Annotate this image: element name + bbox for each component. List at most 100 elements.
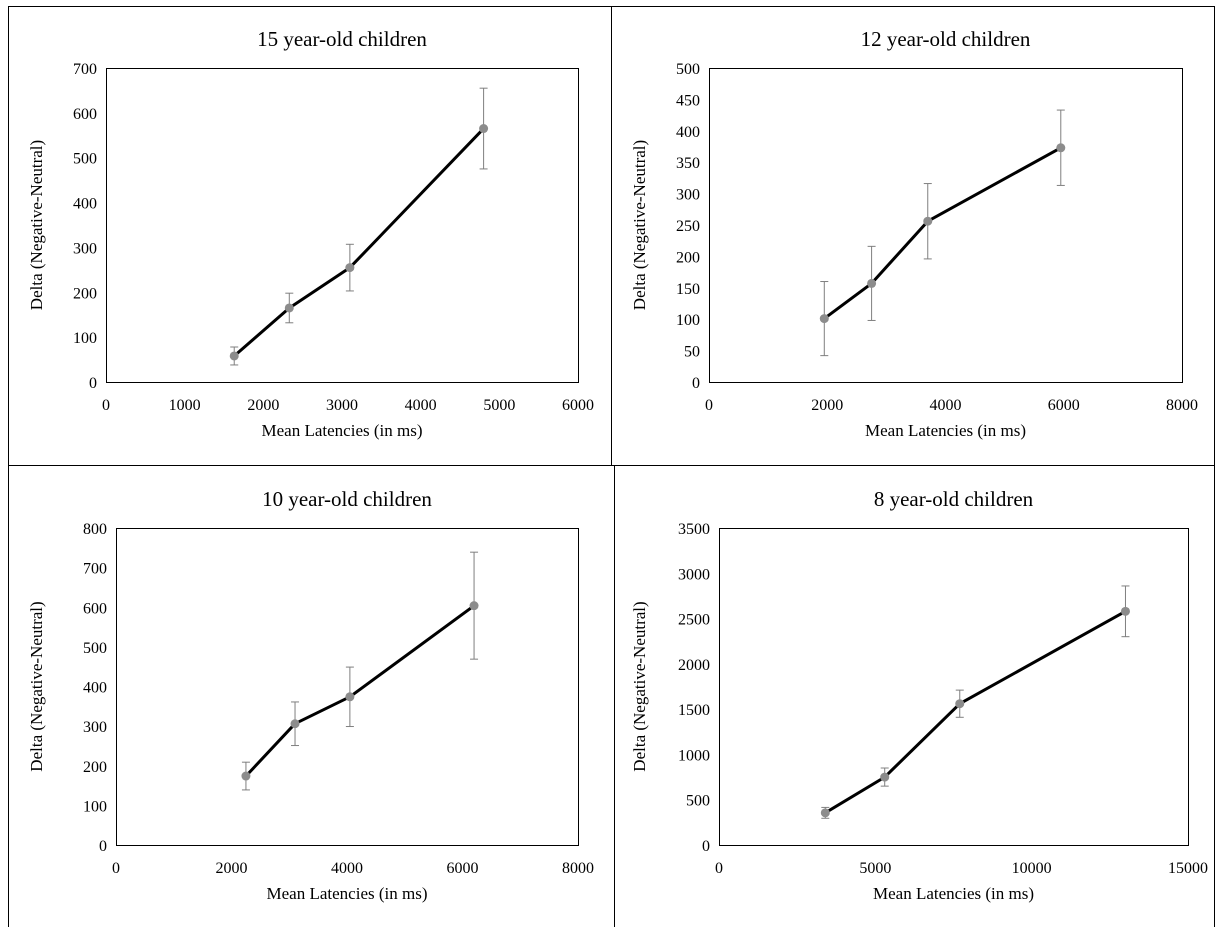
y-tick-label: 300 [83, 719, 107, 736]
plot-area [709, 68, 1183, 383]
data-point [229, 351, 239, 361]
plot-area [106, 68, 579, 383]
y-tick-label: 100 [73, 330, 97, 347]
chart-title: 15 year-old children [257, 27, 427, 51]
x-tick-label: 15000 [1168, 860, 1208, 877]
y-tick-label: 350 [676, 155, 700, 172]
data-point [469, 601, 479, 611]
y-tick-label: 250 [676, 218, 700, 235]
y-tick-label: 600 [73, 106, 97, 123]
data-point [345, 263, 355, 273]
x-tick-label: 2000 [216, 860, 248, 877]
chart-title: 12 year-old children [861, 27, 1031, 51]
chart-panel-3: 8 year-old children 0 500 1000 1500 2000 2500 3… [614, 465, 1215, 927]
data-point [241, 771, 251, 781]
y-tick-label: 500 [83, 640, 107, 657]
y-tick-label: 500 [686, 793, 710, 810]
y-tick-label: 1500 [678, 702, 710, 719]
series-line [824, 609, 1127, 815]
x-tick-label: 2000 [247, 397, 279, 414]
plot-area [719, 528, 1189, 846]
x-tick-label: 8000 [562, 860, 594, 877]
data-point [923, 216, 933, 226]
y-tick-label: 0 [89, 375, 97, 392]
data-point [284, 303, 294, 313]
chart-title: 8 year-old children [874, 487, 1034, 511]
y-tick-label: 50 [684, 344, 700, 361]
y-tick-label: 500 [73, 151, 97, 168]
x-tick-label: 4000 [331, 860, 363, 877]
y-tick-label: 400 [73, 196, 97, 213]
x-tick-label: 4000 [930, 397, 962, 414]
y-tick-label: 200 [676, 249, 700, 266]
y-tick-label: 0 [702, 838, 710, 855]
y-tick-label: 600 [83, 600, 107, 617]
x-tick-label: 6000 [1048, 397, 1080, 414]
y-tick-label: 1000 [678, 747, 710, 764]
y-axis-label: Delta (Negative-Neutral) [630, 140, 649, 310]
y-axis-label: Delta (Negative-Neutral) [27, 140, 46, 310]
data-point [880, 772, 890, 782]
x-axis-label: Mean Latencies (in ms) [267, 884, 428, 903]
series-line [823, 146, 1062, 320]
x-tick-label: 2000 [811, 397, 843, 414]
y-tick-label: 700 [83, 561, 107, 578]
x-tick-label: 5000 [483, 397, 515, 414]
data-point [867, 278, 877, 288]
x-tick-label: 6000 [447, 860, 479, 877]
x-axis-label: Mean Latencies (in ms) [262, 421, 423, 440]
plot-area [116, 528, 579, 846]
x-tick-label: 1000 [169, 397, 201, 414]
chart-panel-1: 12 year-old children 0 50 100 150 200 250 300 35… [611, 6, 1215, 466]
chart-title: 10 year-old children [262, 487, 432, 511]
y-tick-label: 2000 [678, 657, 710, 674]
x-tick-label: 8000 [1166, 397, 1198, 414]
panel-border [614, 465, 1215, 927]
data-point [1056, 143, 1066, 153]
x-tick-label: 0 [112, 860, 120, 877]
x-tick-label: 0 [705, 397, 713, 414]
series-line [233, 127, 485, 358]
y-tick-label: 0 [99, 838, 107, 855]
y-tick-label: 3000 [678, 566, 710, 583]
y-axis-label: Delta (Negative-Neutral) [630, 601, 649, 771]
data-point [290, 719, 300, 729]
x-tick-label: 0 [715, 860, 723, 877]
y-tick-label: 400 [83, 680, 107, 697]
data-point [820, 808, 830, 818]
x-tick-label: 4000 [405, 397, 437, 414]
x-tick-label: 6000 [562, 397, 594, 414]
y-tick-label: 300 [73, 240, 97, 257]
x-tick-label: 10000 [1012, 860, 1052, 877]
y-tick-label: 450 [676, 92, 700, 109]
y-tick-label: 150 [676, 281, 700, 298]
y-tick-label: 100 [676, 312, 700, 329]
x-tick-label: 5000 [859, 860, 891, 877]
y-tick-label: 3500 [678, 521, 710, 538]
panel-border [8, 6, 612, 466]
y-tick-label: 400 [676, 124, 700, 141]
y-tick-label: 2500 [678, 612, 710, 629]
y-tick-label: 300 [676, 187, 700, 204]
y-tick-label: 800 [83, 521, 107, 538]
y-tick-label: 500 [676, 61, 700, 78]
y-tick-label: 0 [692, 375, 700, 392]
x-axis-label: Mean Latencies (in ms) [873, 884, 1034, 903]
y-tick-label: 700 [73, 61, 97, 78]
y-tick-label: 100 [83, 798, 107, 815]
data-point [479, 124, 489, 134]
chart-panel-2: 10 year-old children 0 100 200 300 400 500 600 7… [8, 465, 615, 927]
data-point [819, 314, 829, 324]
series-line [244, 604, 475, 778]
y-tick-label: 200 [73, 285, 97, 302]
x-tick-label: 3000 [326, 397, 358, 414]
data-point [955, 699, 965, 709]
data-point [1120, 606, 1130, 616]
x-axis-label: Mean Latencies (in ms) [865, 421, 1026, 440]
y-axis-label: Delta (Negative-Neutral) [27, 601, 46, 771]
chart-panel-0: 15 year-old children 0 100 200 300 400 500 600 7… [8, 6, 612, 466]
y-tick-label: 200 [83, 759, 107, 776]
data-point [345, 692, 355, 702]
x-tick-label: 0 [102, 397, 110, 414]
